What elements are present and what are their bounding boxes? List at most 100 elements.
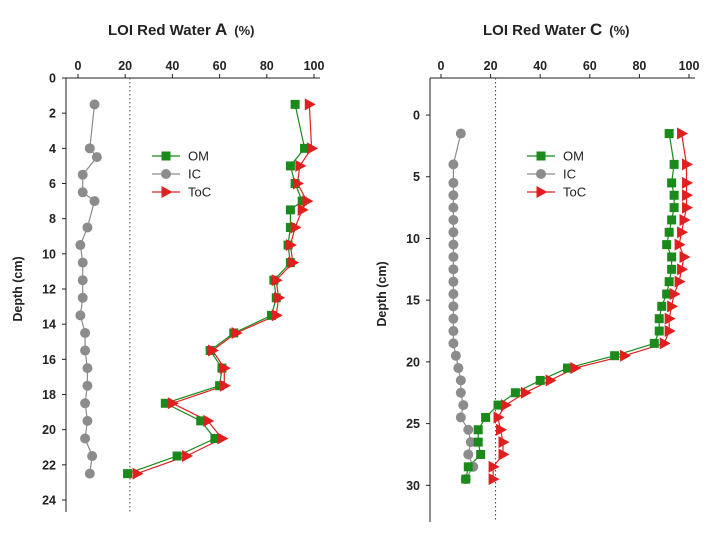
data-point-om (654, 326, 664, 336)
data-point-toc (620, 349, 632, 362)
data-point-ic (77, 187, 88, 198)
data-point-ic (84, 143, 95, 154)
data-point-om (481, 412, 491, 422)
data-point-ic (448, 264, 459, 275)
data-point-ic (448, 239, 459, 250)
y-tick-label: 0 (49, 72, 56, 86)
data-point-ic (77, 292, 88, 303)
data-point-om (664, 277, 674, 287)
y-tick-label: 5 (413, 170, 420, 184)
data-point-ic (84, 468, 95, 479)
data-point-toc (295, 159, 307, 172)
data-point-om (610, 351, 620, 361)
data-point-ic (448, 251, 459, 262)
data-point-toc (682, 189, 694, 202)
data-point-ic (458, 400, 469, 411)
data-point-toc (307, 142, 319, 155)
data-point-om (657, 301, 667, 311)
data-point-toc (674, 275, 686, 288)
data-point-ic (77, 275, 88, 286)
data-point-om (664, 129, 674, 139)
data-point-ic (463, 449, 474, 460)
data-point-toc (219, 379, 231, 392)
data-point-toc (674, 238, 686, 251)
data-point-ic (75, 310, 86, 321)
data-point-om (285, 205, 295, 215)
data-point-om (667, 215, 677, 225)
data-point-toc (677, 127, 689, 140)
legend-label-om: OM (188, 149, 209, 164)
data-point-toc (493, 411, 505, 424)
y-tick-label: 4 (49, 142, 56, 156)
data-point-toc (496, 423, 508, 436)
data-point-ic (448, 276, 459, 287)
y-tick-label: 20 (406, 355, 420, 369)
data-point-om (196, 416, 206, 426)
y-tick-label: 22 (42, 458, 56, 472)
data-point-toc (217, 432, 229, 445)
x-tick-label: 20 (484, 59, 498, 73)
data-point-ic (448, 301, 459, 312)
data-point-ic (448, 338, 459, 349)
y-tick-label: 12 (42, 283, 56, 297)
data-point-om (667, 252, 677, 262)
chart-title-letter: A (215, 20, 227, 39)
data-point-ic (450, 350, 461, 361)
data-point-toc (219, 362, 231, 375)
legend-marker-ic (536, 169, 546, 179)
data-point-toc (302, 195, 314, 208)
chart-title-prefix: LOI Red Water (483, 22, 590, 39)
y-tick-label: 24 (42, 494, 56, 508)
data-point-om (510, 388, 520, 398)
data-point-om (473, 437, 483, 447)
data-point-om (473, 425, 483, 435)
data-point-toc (664, 325, 676, 338)
data-point-ic (455, 375, 466, 386)
data-point-ic (89, 196, 100, 207)
data-point-toc (167, 397, 179, 410)
x-tick-label: 20 (118, 59, 132, 73)
data-point-toc (182, 450, 194, 463)
data-point-om (667, 264, 677, 274)
data-point-om (297, 196, 307, 206)
data-point-om (285, 161, 295, 171)
data-point-om (461, 474, 471, 484)
data-point-toc (297, 203, 309, 216)
data-point-toc (498, 436, 510, 449)
y-tick-label: 14 (42, 318, 56, 332)
x-tick-label: 40 (533, 59, 547, 73)
data-point-ic (455, 412, 466, 423)
data-point-ic (87, 451, 98, 462)
data-point-toc (520, 386, 532, 399)
data-point-om (654, 314, 664, 324)
legend-marker-om (536, 151, 546, 161)
data-point-om (267, 310, 277, 320)
y-axis-title: Depth (cm) (375, 261, 389, 326)
y-tick-label: 0 (413, 109, 420, 123)
data-point-ic (80, 327, 91, 338)
data-point-om (285, 222, 295, 232)
data-point-om (210, 433, 220, 443)
data-point-toc (682, 176, 694, 189)
y-axis-title: Depth (cm) (11, 256, 25, 321)
data-point-ic (453, 363, 464, 374)
data-point-ic (465, 437, 476, 448)
x-tick-label: 0 (438, 59, 445, 73)
data-point-ic (448, 159, 459, 170)
data-point-toc (271, 274, 283, 287)
data-point-toc (271, 309, 283, 322)
data-point-toc (498, 448, 510, 461)
data-point-ic (80, 433, 91, 444)
data-point-ic (77, 169, 88, 180)
data-point-ic (80, 345, 91, 356)
y-tick-label: 15 (406, 294, 420, 308)
data-point-om (662, 289, 672, 299)
data-point-toc (664, 312, 676, 325)
data-point-ic (448, 214, 459, 225)
data-point-om (463, 462, 473, 472)
y-tick-label: 10 (406, 232, 420, 246)
x-tick-label: 0 (75, 59, 82, 73)
chart-title: LOI Red Water C (%) (483, 20, 629, 39)
legend-label-ic: IC (563, 167, 576, 182)
data-point-ic (91, 152, 102, 163)
